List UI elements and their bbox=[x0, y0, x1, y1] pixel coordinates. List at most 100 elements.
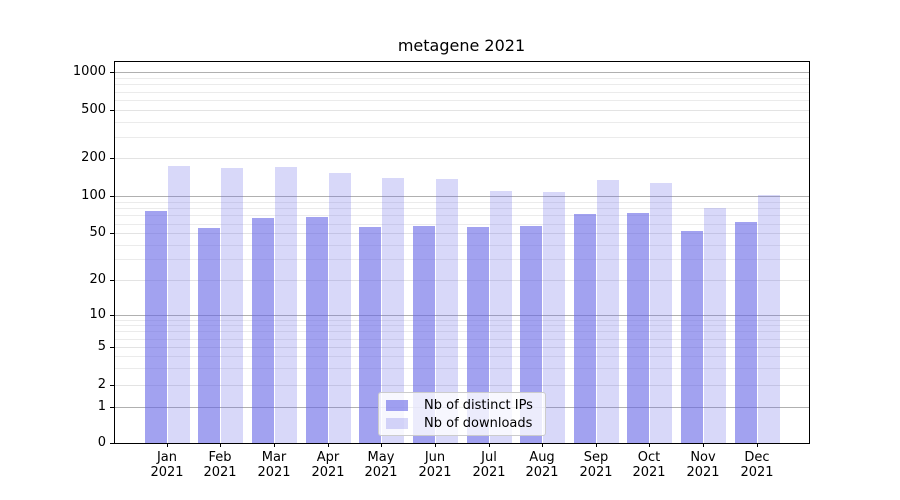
gridlines-layer bbox=[114, 61, 809, 443]
legend: Nb of distinct IPs Nb of downloads bbox=[378, 392, 546, 436]
y-tick-label-5: 5 bbox=[97, 339, 106, 354]
gridline-200 bbox=[114, 158, 809, 159]
x-tick-mark-jun bbox=[435, 443, 436, 447]
chart-title: metagene 2021 bbox=[397, 36, 526, 55]
x-tick-mark-sep bbox=[596, 443, 597, 447]
bar-distinct-ips-feb bbox=[198, 228, 220, 443]
y-tick-mark-50 bbox=[110, 233, 114, 234]
gridline-60 bbox=[114, 224, 809, 225]
x-tick-month: Jul bbox=[481, 450, 497, 465]
x-tick-month: Apr bbox=[316, 450, 340, 465]
y-tick-label-100: 100 bbox=[81, 188, 106, 203]
x-tick-year: 2021 bbox=[472, 465, 506, 480]
gridline-40 bbox=[114, 245, 809, 246]
gridline-3 bbox=[114, 368, 809, 369]
bar-downloads-nov bbox=[704, 208, 726, 443]
x-tick-month: Oct bbox=[637, 450, 661, 465]
x-tick-month: Aug bbox=[529, 450, 555, 465]
x-tick-month: Jan bbox=[156, 450, 178, 465]
x-tick-label-feb: Feb 2021 bbox=[192, 450, 248, 480]
x-tick-mark-dec bbox=[757, 443, 758, 447]
gridline-20 bbox=[114, 280, 809, 281]
y-tick-mark-100 bbox=[110, 196, 114, 197]
bar-distinct-ips-jul bbox=[467, 227, 489, 443]
gridline-400 bbox=[114, 122, 809, 123]
x-tick-mark-oct bbox=[649, 443, 650, 447]
y-tick-mark-10 bbox=[110, 315, 114, 316]
x-tick-year: 2021 bbox=[632, 465, 666, 480]
gridline-600 bbox=[114, 100, 809, 101]
gridline-500 bbox=[114, 110, 809, 111]
x-tick-month: Sep bbox=[583, 450, 609, 465]
x-tick-year: 2021 bbox=[579, 465, 613, 480]
legend-label-downloads: Nb of downloads bbox=[424, 415, 533, 431]
gridline-100 bbox=[114, 196, 809, 197]
y-tick-label-0: 0 bbox=[97, 435, 106, 450]
bar-downloads-feb bbox=[221, 168, 243, 443]
bar-downloads-jun bbox=[436, 179, 458, 443]
bar-downloads-aug bbox=[543, 192, 565, 443]
x-tick-month: Mar bbox=[261, 450, 287, 465]
x-tick-label-sep: Sep 2021 bbox=[568, 450, 624, 480]
gridline-6 bbox=[114, 339, 809, 340]
x-tick-mark-feb bbox=[220, 443, 221, 447]
gridline-50 bbox=[114, 233, 809, 234]
gridline-2 bbox=[114, 385, 809, 386]
bar-distinct-ips-apr bbox=[306, 217, 328, 443]
gridline-900 bbox=[114, 78, 809, 79]
gridline-30 bbox=[114, 259, 809, 260]
y-tick-mark-200 bbox=[110, 158, 114, 159]
x-tick-year: 2021 bbox=[257, 465, 291, 480]
bar-distinct-ips-jan bbox=[145, 211, 167, 443]
y-tick-mark-5 bbox=[110, 347, 114, 348]
y-tick-mark-1 bbox=[110, 407, 114, 408]
bar-distinct-ips-may bbox=[359, 227, 381, 443]
x-tick-label-jul: Jul 2021 bbox=[461, 450, 517, 480]
gridline-5 bbox=[114, 347, 809, 348]
y-tick-label-500: 500 bbox=[81, 102, 106, 117]
y-tick-label-50: 50 bbox=[89, 225, 106, 240]
bar-downloads-sep bbox=[597, 180, 619, 443]
x-tick-label-aug: Aug 2021 bbox=[514, 450, 570, 480]
gridline-80 bbox=[114, 208, 809, 209]
x-tick-year: 2021 bbox=[203, 465, 237, 480]
bar-downloads-may bbox=[382, 178, 404, 443]
x-tick-mark-may bbox=[381, 443, 382, 447]
bar-distinct-ips-dec bbox=[735, 222, 757, 443]
bars-layer bbox=[114, 61, 809, 443]
gridline-10 bbox=[114, 315, 809, 316]
x-tick-year: 2021 bbox=[311, 465, 345, 480]
x-tick-month: Jun bbox=[424, 450, 446, 465]
x-tick-year: 2021 bbox=[686, 465, 720, 480]
bar-distinct-ips-oct bbox=[627, 213, 649, 443]
x-tick-month: Feb bbox=[208, 450, 232, 465]
legend-swatch-distinct-ips bbox=[386, 399, 408, 411]
bar-distinct-ips-nov bbox=[681, 231, 703, 443]
y-tick-mark-0 bbox=[110, 443, 114, 444]
x-tick-month: May bbox=[367, 450, 395, 465]
y-tick-mark-20 bbox=[110, 280, 114, 281]
legend-label-distinct-ips: Nb of distinct IPs bbox=[424, 397, 533, 413]
bar-downloads-mar bbox=[275, 167, 297, 443]
bar-distinct-ips-sep bbox=[574, 214, 596, 443]
y-tick-mark-2 bbox=[110, 385, 114, 386]
bar-downloads-apr bbox=[329, 173, 351, 443]
y-tick-label-200: 200 bbox=[81, 150, 106, 165]
gridline-90 bbox=[114, 202, 809, 203]
gridline-7 bbox=[114, 331, 809, 332]
gridline-700 bbox=[114, 92, 809, 93]
x-tick-label-may: May 2021 bbox=[353, 450, 409, 480]
x-tick-month: Nov bbox=[690, 450, 716, 465]
x-tick-year: 2021 bbox=[525, 465, 559, 480]
y-tick-label-1000: 1000 bbox=[72, 64, 106, 79]
plot-area bbox=[114, 61, 809, 443]
x-tick-label-nov: Nov 2021 bbox=[675, 450, 731, 480]
bar-downloads-oct bbox=[650, 183, 672, 443]
y-tick-mark-500 bbox=[110, 110, 114, 111]
y-tick-label-20: 20 bbox=[89, 272, 106, 287]
gridline-800 bbox=[114, 84, 809, 85]
x-tick-label-oct: Oct 2021 bbox=[621, 450, 677, 480]
gridline-9 bbox=[114, 320, 809, 321]
x-tick-mark-aug bbox=[542, 443, 543, 447]
